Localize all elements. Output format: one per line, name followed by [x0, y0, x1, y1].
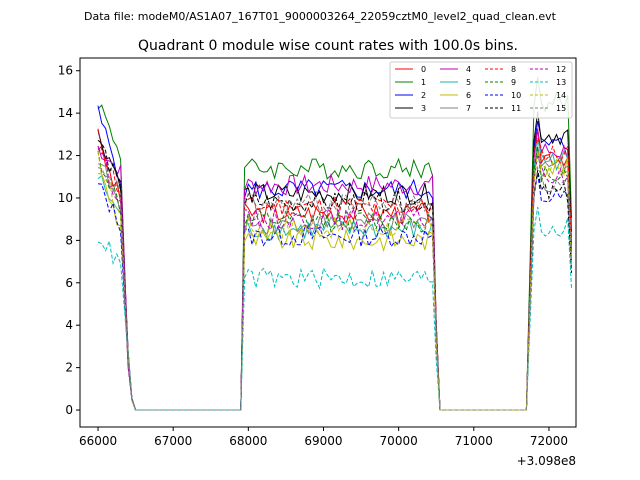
legend-label: 12	[556, 65, 566, 74]
series-line-8	[97, 128, 572, 411]
chart-title: Quadrant 0 module wise count rates with …	[138, 38, 518, 54]
y-tick-label: 12	[58, 149, 73, 163]
x-tick-label: 72000	[530, 434, 568, 448]
x-tick-label: 67000	[154, 434, 192, 448]
plot-area	[97, 76, 572, 411]
series-line-13	[97, 206, 572, 411]
y-tick-label: 6	[65, 276, 73, 290]
data-file-header: Data file: modeM0/AS1A07_167T01_90000032…	[84, 10, 557, 23]
series-line-3	[97, 111, 572, 411]
series-line-4	[97, 130, 572, 411]
legend-label: 2	[421, 91, 426, 100]
legend-box	[389, 61, 573, 119]
x-tick-label: 66000	[79, 434, 117, 448]
legend-label: 1	[421, 78, 426, 87]
series-line-10	[97, 172, 572, 411]
legend-label: 5	[466, 78, 471, 87]
axes: 66000 67000 68000 69000 70000 71000 72000 0 2 4 6 8…	[58, 57, 577, 448]
legend-label: 7	[466, 104, 471, 113]
y-tick-label: 10	[58, 191, 73, 205]
legend-label: 3	[421, 104, 426, 113]
y-tick-label: 14	[58, 106, 73, 120]
legend-label: 8	[511, 65, 516, 74]
legend-label: 0	[421, 65, 426, 74]
legend-label: 14	[556, 91, 566, 100]
series-line-14	[97, 151, 572, 411]
legend-label: 4	[466, 65, 471, 74]
y-tick-label: 8	[65, 233, 73, 247]
y-tick-label: 4	[65, 318, 73, 332]
series-line-12	[97, 147, 572, 411]
plot-frame	[79, 57, 577, 428]
series-line-11	[97, 139, 572, 411]
legend-label: 13	[556, 78, 566, 87]
x-axis-offset-label: +3.098e8	[517, 454, 576, 468]
x-tick-label: 70000	[380, 434, 418, 448]
series-line-2	[97, 105, 572, 411]
y-tick-label: 0	[65, 403, 73, 417]
series-line-6	[97, 147, 572, 411]
y-tick-label: 2	[65, 361, 73, 375]
x-tick-label: 68000	[229, 434, 267, 448]
series-line-1	[97, 76, 572, 411]
legend-label: 9	[511, 78, 516, 87]
x-tick-label: 69000	[304, 434, 342, 448]
y-tick-label: 16	[58, 64, 73, 78]
legend-label: 10	[511, 91, 521, 100]
legend-label: 6	[466, 91, 471, 100]
series-line-15	[97, 165, 572, 411]
x-tick-label: 71000	[455, 434, 493, 448]
legend-label: 15	[556, 104, 566, 113]
legend-label: 11	[511, 104, 521, 113]
